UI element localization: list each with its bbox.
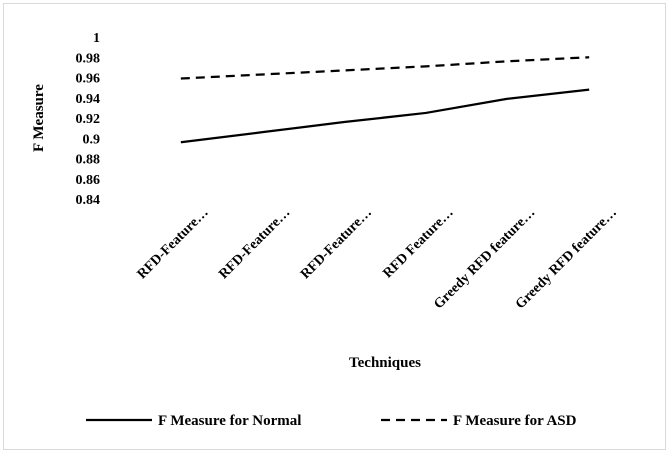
series-line-asd xyxy=(180,56,590,80)
legend-label: F Measure for ASD xyxy=(453,413,577,429)
y-tick-label: 0.94 xyxy=(76,92,101,107)
y-tick-label: 0.98 xyxy=(76,51,101,66)
y-tick-label: 0.92 xyxy=(76,112,101,127)
legend: F Measure for Normal F Measure for ASD xyxy=(86,413,577,429)
x-axis-title: Techniques xyxy=(349,355,421,371)
y-tick-label: 0.96 xyxy=(76,72,101,87)
chart-frame xyxy=(3,3,666,450)
y-axis-title: F Measure xyxy=(31,84,47,152)
y-axis-ticks: 0.84 0.86 0.88 0.9 0.92 0.94 0.96 0.98 1 xyxy=(76,31,101,208)
y-tick-label: 0.84 xyxy=(76,193,101,208)
x-tick-label: RFD-Feature… xyxy=(298,205,375,282)
y-tick-label: 1 xyxy=(93,31,100,46)
x-tick-label: RFD-Feature… xyxy=(216,205,293,282)
x-axis-ticks: RFD-Feature… RFD-Feature… RFD-Feature… RFD … xyxy=(135,205,620,312)
y-tick-label: 0.88 xyxy=(76,153,101,168)
series-line-normal xyxy=(180,88,590,144)
series-lines xyxy=(180,56,590,144)
legend-label: F Measure for Normal xyxy=(158,413,301,429)
y-tick-label: 0.86 xyxy=(76,173,101,188)
x-tick-label: RFD Feature… xyxy=(381,205,457,281)
x-tick-label: RFD-Feature… xyxy=(135,205,212,282)
y-tick-label: 0.9 xyxy=(83,132,101,147)
